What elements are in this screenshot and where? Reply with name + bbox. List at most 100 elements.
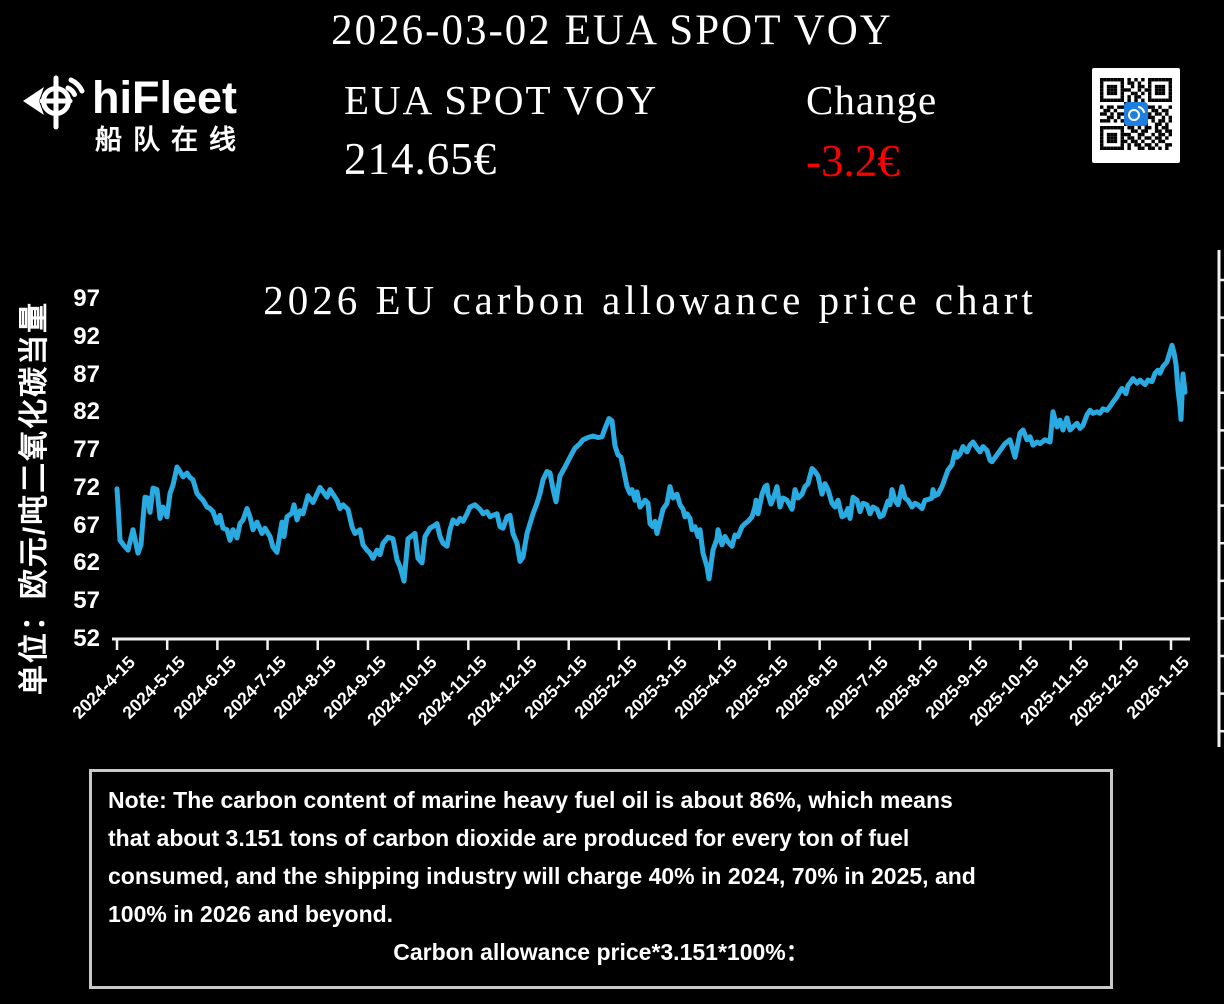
qr-module [1168,105,1172,109]
qr-module [1106,91,1111,96]
qr-module [1161,84,1166,89]
qr-module [1113,98,1118,102]
qr-module [1100,136,1104,140]
qr-module [1120,129,1124,133]
qr-module [1110,115,1114,120]
qr-module [1168,81,1172,85]
qr-module [1113,136,1118,140]
qr-module [1151,98,1155,102]
qr-module [1110,88,1114,92]
qr-module [1120,78,1124,82]
qr-module [1120,98,1124,102]
qr-module [1161,78,1166,82]
qr-module [1106,105,1111,109]
qr-module [1100,119,1104,123]
qr-module [1113,139,1118,144]
note-line: Note: The carbon content of marine heavy… [108,787,953,813]
spot-price-value: 214.65€ [344,134,498,184]
change-value: -3.2€ [806,136,900,186]
qr-module [1100,98,1104,102]
note-box: Note: The carbon content of marine heavy… [89,769,1113,989]
qr-module [1137,132,1142,137]
qr-module [1106,88,1111,92]
qr-module [1117,126,1121,130]
qr-module [1168,119,1172,123]
qr-module [1165,112,1169,116]
qr-module [1141,84,1145,89]
qr-module [1141,139,1145,144]
qr-module [1141,78,1145,82]
qr-module [1120,105,1124,109]
qr-module [1144,143,1148,147]
qr-module [1144,136,1148,140]
qr-module [1134,139,1138,144]
qr-module [1100,129,1104,133]
qr-module [1154,112,1159,116]
qr-module [1158,132,1162,137]
qr-module [1165,78,1169,82]
qr-module [1154,136,1159,140]
qr-module [1165,108,1169,113]
qr-module [1158,78,1162,82]
qr-module [1148,105,1152,109]
qr-module [1113,119,1118,123]
qr-module [1100,81,1104,85]
qr-module [1154,98,1159,102]
qr-module [1158,146,1162,150]
qr-module [1158,88,1162,92]
qr-module [1120,91,1124,96]
qr-module [1161,139,1166,144]
qr-module [1151,105,1155,109]
qr-module [1158,91,1162,96]
note-line: consumed, and the shipping industry will… [108,863,976,889]
qr-module [1100,132,1104,137]
qr-module [1113,88,1118,92]
qr-module [1130,81,1135,85]
qr-module [1127,136,1131,140]
qr-module [1154,129,1159,133]
qr-module [1106,98,1111,102]
qr-module [1148,91,1152,96]
qr-module [1100,146,1104,150]
qr-module [1113,108,1118,113]
qr-module [1106,84,1111,89]
qr-module [1141,98,1145,102]
y-tick-label: 72 [73,473,100,501]
y-tick-label: 52 [73,625,100,652]
qr-module [1120,119,1124,123]
qr-module [1117,78,1121,82]
qr-module [1113,126,1118,130]
qr-module [1110,139,1114,144]
qr-module [1161,119,1166,123]
qr-module [1120,84,1124,89]
qr-module [1134,129,1138,133]
qr-module [1161,91,1166,96]
qr-module [1144,129,1148,133]
qr-badge-icon [1128,109,1140,121]
qr-module [1137,84,1142,89]
qr-module [1127,132,1131,137]
qr-module [1103,126,1107,130]
qr-module [1130,126,1135,130]
qr-module [1127,95,1131,99]
qr-code [1092,68,1180,163]
qr-module [1110,98,1114,102]
qr-module [1106,108,1111,113]
qr-module [1106,139,1111,144]
qr-module [1154,143,1159,147]
qr-module [1100,84,1104,89]
qr-module [1168,95,1172,99]
qr-module [1117,115,1121,120]
qr-module [1120,132,1124,137]
qr-module [1137,146,1142,150]
qr-module [1127,98,1131,102]
qr-module [1137,81,1142,85]
qr-module [1161,88,1166,92]
qr-module [1106,119,1111,123]
qr-module [1158,136,1162,140]
qr-module [1120,146,1124,150]
qr-module [1165,146,1169,150]
qr-module [1110,136,1114,140]
qr-module [1134,98,1138,102]
qr-module [1154,122,1159,126]
